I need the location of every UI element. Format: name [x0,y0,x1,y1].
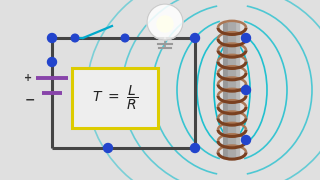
Text: −: − [25,93,35,107]
Circle shape [190,143,199,152]
Bar [72,68,158,128]
Circle shape [71,34,79,42]
Circle shape [121,34,129,42]
Circle shape [242,136,251,145]
Circle shape [47,57,57,66]
Circle shape [103,143,113,152]
Circle shape [242,33,251,42]
Circle shape [147,4,183,40]
Circle shape [157,16,173,32]
Text: +: + [24,73,32,83]
Circle shape [242,86,251,94]
Circle shape [47,33,57,42]
Circle shape [190,33,199,42]
Text: $T\ =\ \dfrac{L}{R}$: $T\ =\ \dfrac{L}{R}$ [92,84,138,112]
